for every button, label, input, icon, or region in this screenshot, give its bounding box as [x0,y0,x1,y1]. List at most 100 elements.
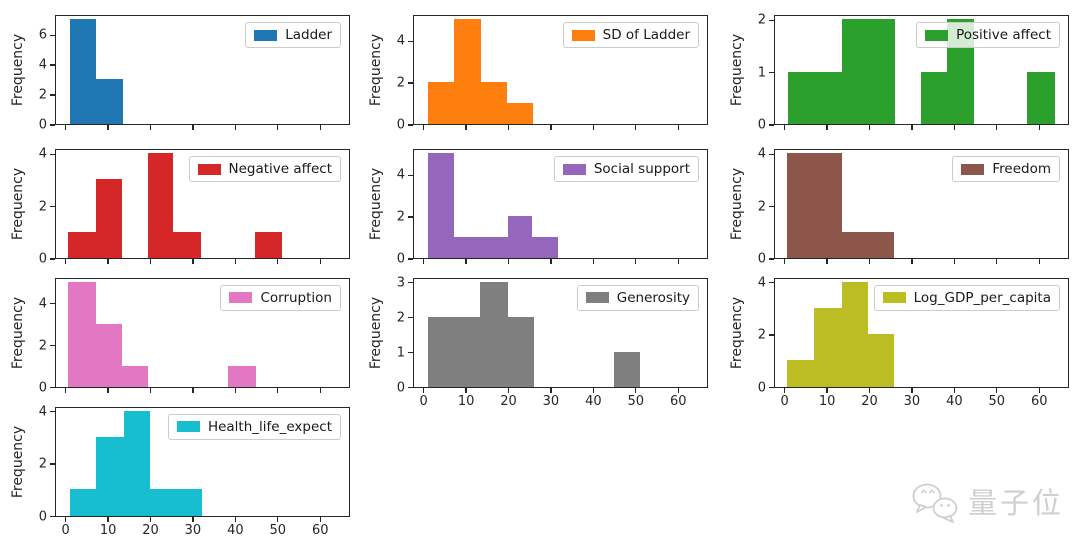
legend: SD of Ladder [562,22,699,49]
y-tick-mark [408,216,413,218]
histogram-bar [921,71,948,124]
legend-label: Freedom [992,161,1051,177]
y-tick-label: 2 [396,310,405,326]
plot-inner [56,279,349,387]
legend-label: Health_life_expect [207,418,332,435]
y-axis-label-wrap: Frequency [367,278,385,388]
y-tick-label: 2 [396,75,405,91]
subplot-corruption: Frequency Corruption 0 2 4 [10,277,350,394]
x-tick-label: 20 [500,393,517,409]
x-tick-mark [64,387,67,393]
y-axis-label: Frequency [368,167,385,241]
y-axis-label-wrap: Frequency [728,149,746,259]
y-axis-label: Frequency [729,296,746,369]
x-tick-mark [107,259,109,264]
histogram-bar [813,307,842,387]
x-tick-mark [953,259,956,264]
x-tick-mark [826,387,828,393]
subplot-sd-of-ladder: Frequency SD of Ladder 0 2 4 [368,15,708,132]
x-tick-mark [465,125,467,130]
histogram-bar [95,436,124,516]
x-tick-mark [677,259,679,264]
x-tick-label: 40 [585,393,602,409]
x-tick-mark [1038,387,1040,393]
x-tick-label: 30 [542,393,560,409]
x-tick-mark [277,387,279,393]
y-tick-mark [50,258,55,260]
x-tick-mark [234,125,237,130]
subplot-negative-affect: Frequency Negative affect 0 2 4 [10,148,350,266]
y-tick-label: 4 [396,167,405,183]
y-axis-label-wrap: Frequency [9,149,27,259]
y-tick-mark [408,124,413,126]
histogram-bar [95,323,123,387]
x-tick-mark [635,387,637,393]
histogram-bar [480,281,508,387]
legend-color-patch [961,163,985,175]
y-axis-label: Frequency [368,33,385,107]
histogram-bar [453,237,508,258]
x-tick-mark [550,125,552,130]
watermark-text: 量子位 [968,485,1065,520]
histogram-bar [480,82,507,124]
plot-area: Freedom [774,149,1069,259]
x-tick-mark [149,387,152,393]
x-tick-mark [149,259,152,264]
y-tick-label: 0 [757,117,766,133]
x-tick-mark [592,387,595,393]
plot-inner [775,16,1068,124]
x-tick-mark [550,259,552,264]
x-tick-mark [996,125,998,130]
y-tick-label: 0 [757,380,766,395]
subplot-ladder: Frequency Ladder 0 2 4 6 [10,15,350,132]
x-tick-mark [911,259,913,264]
histogram-bar [507,216,533,258]
histogram-bar [68,231,96,258]
legend: Freedom [952,156,1060,183]
legend-color-patch [882,292,906,304]
y-axis-label-wrap: Frequency [9,278,27,388]
y-tick-label: 2 [38,456,47,472]
y-tick-label: 4 [396,33,405,49]
y-tick-mark [769,205,774,208]
y-tick-mark [769,71,774,74]
histogram-bar [507,103,534,124]
y-tick-label: 1 [757,65,766,81]
x-tick-label: 40 [946,393,963,409]
legend: Ladder [245,22,341,49]
histogram-bar [172,231,201,258]
y-axis-label: Frequency [368,296,385,369]
x-tick-mark [1038,125,1040,130]
x-tick-mark [192,516,194,522]
y-tick-mark [408,174,413,176]
histogram-bar [841,231,895,258]
x-tick-mark [868,387,871,393]
y-tick-mark [50,303,55,305]
x-tick-mark [592,259,595,264]
y-axis-label: Frequency [10,33,27,107]
y-tick-mark [50,34,55,36]
y-tick-label: 6 [38,27,47,43]
x-tick-mark [868,259,871,264]
x-tick-mark [783,387,786,393]
x-tick-label: 60 [312,522,329,538]
y-tick-label: 4 [38,404,47,420]
legend-color-patch [254,29,278,41]
plot-inner [775,279,1068,387]
histogram-bar [95,179,123,258]
legend-label: Ladder [285,27,332,43]
x-tick-mark [107,516,109,522]
legend-label: Corruption [260,289,332,306]
histogram-bar [68,281,96,387]
y-tick-label: 2 [38,87,47,103]
x-tick-mark [192,125,194,130]
y-tick-mark [769,153,774,155]
y-tick-label: 2 [38,338,47,354]
histogram-bar [123,410,150,516]
x-tick-mark [422,387,425,393]
x-tick-mark [277,259,279,264]
histogram-bar [841,281,868,387]
legend-color-patch [176,421,200,433]
x-tick-mark [868,125,871,130]
y-tick-label: 2 [757,199,766,215]
